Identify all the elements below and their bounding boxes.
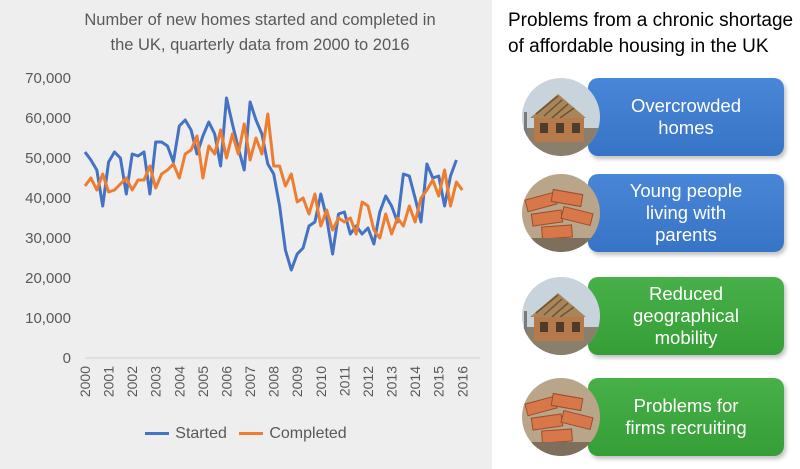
y-tick-label: 10,000 [25,310,71,327]
problem-label: Young people living with parents [588,174,784,252]
chart-legend: Started Completed [0,422,492,443]
x-tick-label: 2003 [148,366,164,397]
problem-label: Problems for firms recruiting [588,378,784,456]
x-tick-label: 2005 [195,366,211,397]
legend-item-started: Started [145,425,227,443]
x-tick-label: 2001 [101,366,117,397]
problem-item-mobility: Reduced geographical mobility [522,277,784,355]
bricks-graphic [522,378,600,456]
bricks-graphic [522,174,600,252]
chart-title: Number of new homes started and complete… [84,11,436,54]
legend-swatch-completed [239,432,264,435]
x-tick-label: 2014 [407,366,423,397]
house-construction-graphic [522,78,600,156]
y-tick-label: 30,000 [25,230,71,247]
house-construction-image [522,277,600,355]
x-tick-label: 2010 [313,366,329,397]
line-chart: 0 10,000 20,000 30,000 40,000 50,000 60,000 70,… [25,70,480,397]
x-tick-label: 2002 [124,366,140,397]
house-construction-graphic [522,277,600,355]
x-tick-label: 2012 [360,366,376,397]
legend-swatch-started [145,432,170,435]
problem-label: Reduced geographical mobility [588,277,784,355]
x-tick-label: 2004 [171,366,187,397]
x-tick-label: 2009 [289,366,305,397]
problem-label: Overcrowded homes [588,78,784,156]
y-tick-label: 40,000 [25,190,71,207]
y-tick-label: 50,000 [25,150,71,167]
legend-label-completed: Completed [269,424,347,442]
x-tick-label: 2016 [454,366,470,397]
bricks-image [522,378,600,456]
y-tick-label: 20,000 [25,270,71,287]
x-tick-label: 2011 [336,366,352,396]
x-tick-label: 2015 [431,366,447,397]
x-tick-label: 2000 [77,366,93,397]
x-tick-label: 2007 [242,366,258,397]
problems-title: Problems from a chronic shortage of affo… [508,10,794,57]
legend-item-completed: Completed [239,424,347,443]
y-tick-label: 0 [63,350,71,367]
bricks-image [522,174,600,252]
problem-item-recruiting: Problems for firms recruiting [522,378,784,456]
x-tick-label: 2008 [266,366,282,397]
problem-item-young-people: Young people living with parents [522,174,784,252]
house-construction-image [522,78,600,156]
chart-panel: 0 10,000 20,000 30,000 40,000 50,000 60,000 70,… [0,0,492,469]
y-tick-label: 70,000 [25,70,71,87]
series-line-started [83,96,458,272]
x-tick-label: 2006 [218,366,234,397]
series-line-completed [83,112,464,240]
x-tick-label: 2013 [384,366,400,397]
y-tick-label: 60,000 [25,110,71,127]
problem-item-overcrowded: Overcrowded homes [522,78,784,156]
legend-label-started: Started [175,424,227,442]
